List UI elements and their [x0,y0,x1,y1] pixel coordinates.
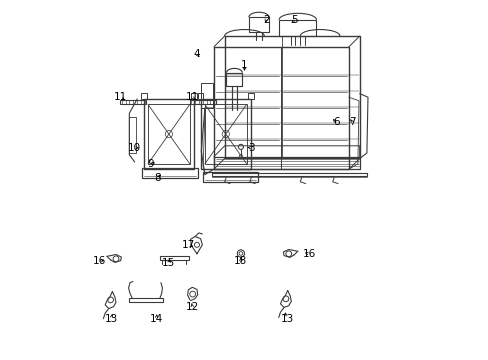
Text: 2: 2 [262,15,269,25]
Bar [203,172,257,182]
Text: 13: 13 [104,314,118,324]
Text: 17: 17 [182,240,195,250]
Text: 11: 11 [113,92,127,102]
Bar [191,93,197,99]
Text: 4: 4 [193,49,200,59]
Text: 16: 16 [93,256,106,266]
Text: 14: 14 [149,314,163,324]
Bar [143,99,194,169]
Text: 3: 3 [248,143,254,153]
Text: 16: 16 [302,249,315,259]
Bar [200,83,213,108]
Text: 6: 6 [332,117,339,127]
Bar [129,298,163,302]
Text: 10: 10 [128,143,141,153]
Bar [200,99,250,169]
Bar [128,117,136,153]
Bar [148,104,189,164]
Text: 9: 9 [147,159,154,169]
Bar [247,93,253,99]
Bar [142,168,197,178]
Bar [197,93,203,99]
Text: 13: 13 [280,314,293,324]
Text: 1: 1 [241,60,247,70]
Bar [189,100,215,104]
Bar [120,100,146,104]
Text: 5: 5 [291,15,298,25]
Text: 15: 15 [162,258,175,268]
Text: 18: 18 [234,256,247,266]
Text: 12: 12 [185,302,199,312]
Bar [248,17,268,32]
Bar [160,256,188,260]
Text: 11: 11 [185,92,199,102]
Bar [204,104,246,164]
Bar [279,20,316,36]
Text: 8: 8 [154,173,161,183]
Bar [226,73,242,86]
Bar [141,93,146,99]
Text: 7: 7 [348,117,355,127]
